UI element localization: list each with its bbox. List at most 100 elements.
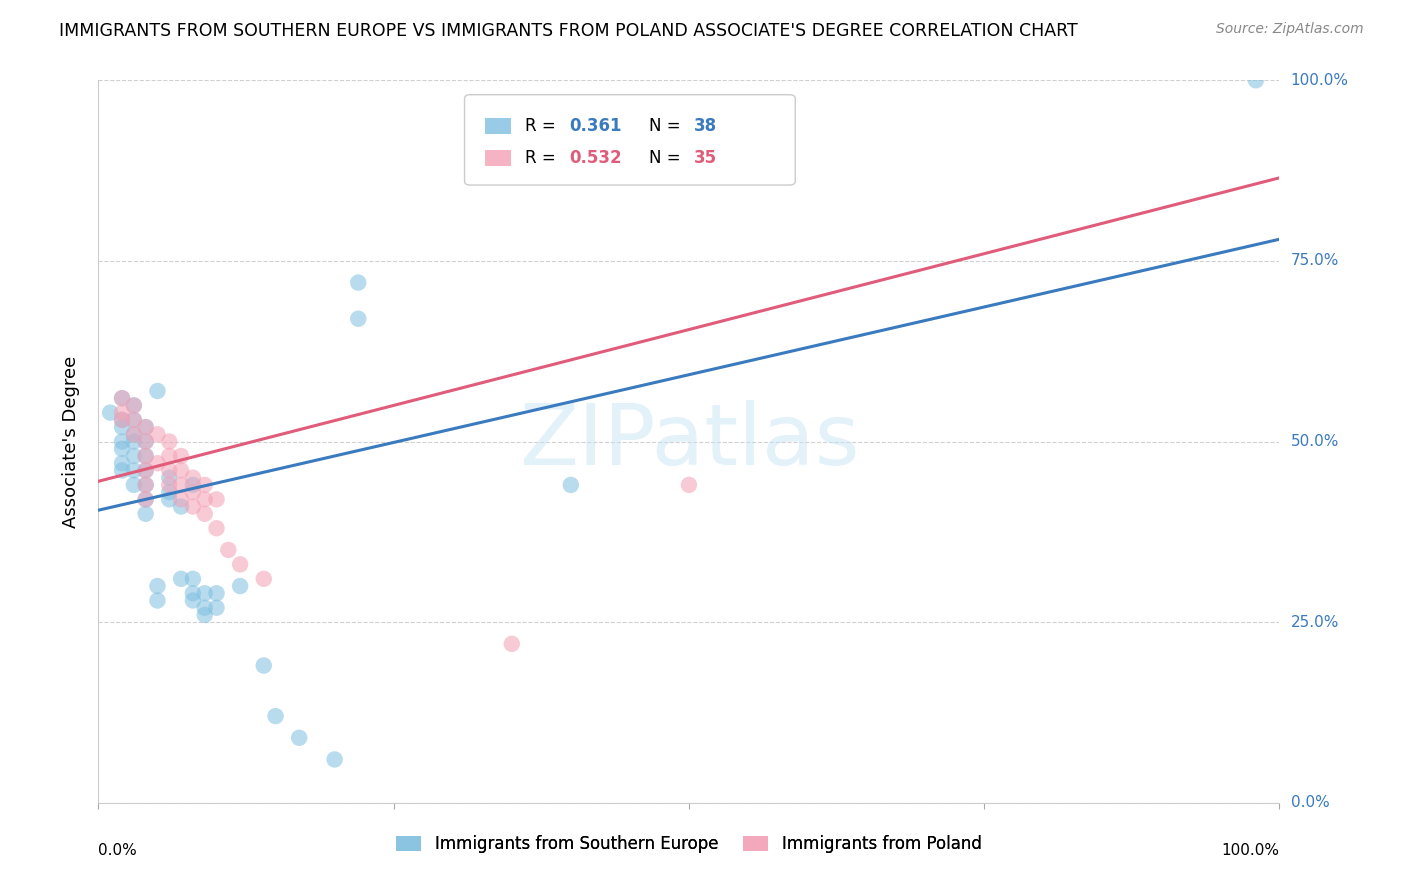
Point xyxy=(135,507,157,521)
Point xyxy=(194,600,217,615)
Y-axis label: Associate's Degree: Associate's Degree xyxy=(62,355,80,528)
Point xyxy=(135,492,157,507)
Point xyxy=(157,478,180,492)
Point xyxy=(181,478,204,492)
Text: Source: ZipAtlas.com: Source: ZipAtlas.com xyxy=(1216,22,1364,37)
Point xyxy=(205,586,228,600)
Point xyxy=(122,434,145,449)
Point xyxy=(122,398,145,412)
Point xyxy=(111,413,134,427)
Point xyxy=(111,391,134,405)
Point xyxy=(135,463,157,477)
Point xyxy=(111,456,134,470)
FancyBboxPatch shape xyxy=(464,95,796,185)
Point xyxy=(194,607,217,622)
Point xyxy=(122,398,145,412)
Text: N =: N = xyxy=(648,149,686,167)
Point xyxy=(253,658,276,673)
Point xyxy=(157,485,180,500)
Point xyxy=(253,572,276,586)
Point xyxy=(347,276,370,290)
Text: 38: 38 xyxy=(693,117,717,135)
Point xyxy=(111,406,134,420)
Text: 50.0%: 50.0% xyxy=(1291,434,1339,449)
Point xyxy=(1244,73,1267,87)
Point xyxy=(122,463,145,477)
Point xyxy=(111,442,134,456)
Point xyxy=(170,500,193,514)
Text: 0.0%: 0.0% xyxy=(1291,796,1329,810)
Point xyxy=(146,579,169,593)
Point xyxy=(288,731,311,745)
Point xyxy=(181,500,204,514)
Text: 75.0%: 75.0% xyxy=(1291,253,1339,268)
Point xyxy=(122,413,145,427)
Point xyxy=(347,311,370,326)
Text: 25.0%: 25.0% xyxy=(1291,615,1339,630)
Point xyxy=(157,470,180,484)
Text: N =: N = xyxy=(648,117,686,135)
Point xyxy=(194,586,217,600)
Text: 0.361: 0.361 xyxy=(569,117,621,135)
Point xyxy=(229,579,252,593)
Legend: Immigrants from Southern Europe, Immigrants from Poland: Immigrants from Southern Europe, Immigra… xyxy=(389,828,988,860)
Point xyxy=(170,492,193,507)
Point xyxy=(170,463,193,477)
Point xyxy=(111,420,134,434)
Text: 35: 35 xyxy=(693,149,717,167)
Point xyxy=(98,406,121,420)
Point xyxy=(323,752,346,766)
Point xyxy=(181,593,204,607)
Point xyxy=(135,434,157,449)
Text: 100.0%: 100.0% xyxy=(1291,73,1348,87)
Point xyxy=(205,521,228,535)
Point xyxy=(170,449,193,463)
Point xyxy=(264,709,287,723)
Point xyxy=(157,492,180,507)
Point xyxy=(157,449,180,463)
Point xyxy=(157,463,180,477)
FancyBboxPatch shape xyxy=(485,118,510,134)
Point xyxy=(146,427,169,442)
Point xyxy=(111,463,134,477)
Point xyxy=(194,507,217,521)
Point xyxy=(170,478,193,492)
Point xyxy=(205,600,228,615)
Point xyxy=(111,391,134,405)
Point xyxy=(122,478,145,492)
Text: 0.0%: 0.0% xyxy=(98,843,138,857)
Point xyxy=(194,492,217,507)
Point xyxy=(146,384,169,398)
Text: IMMIGRANTS FROM SOUTHERN EUROPE VS IMMIGRANTS FROM POLAND ASSOCIATE'S DEGREE COR: IMMIGRANTS FROM SOUTHERN EUROPE VS IMMIG… xyxy=(59,22,1078,40)
FancyBboxPatch shape xyxy=(485,150,510,166)
Point xyxy=(135,449,157,463)
Point xyxy=(135,449,157,463)
Point xyxy=(122,413,145,427)
Point xyxy=(111,434,134,449)
Point xyxy=(122,449,145,463)
Point xyxy=(135,492,157,507)
Point xyxy=(217,542,239,557)
Point xyxy=(560,478,582,492)
Point xyxy=(181,572,204,586)
Text: 0.532: 0.532 xyxy=(569,149,623,167)
Point xyxy=(678,478,700,492)
Point xyxy=(111,413,134,427)
Point xyxy=(501,637,523,651)
Point xyxy=(146,593,169,607)
Point xyxy=(181,586,204,600)
Point xyxy=(135,478,157,492)
Point xyxy=(194,478,217,492)
Point xyxy=(181,485,204,500)
Point xyxy=(135,420,157,434)
Point xyxy=(122,427,145,442)
Point xyxy=(229,558,252,572)
Point xyxy=(122,427,145,442)
Point xyxy=(170,572,193,586)
Point xyxy=(157,434,180,449)
Point xyxy=(135,463,157,477)
Point xyxy=(135,434,157,449)
Text: 100.0%: 100.0% xyxy=(1222,843,1279,857)
Point xyxy=(205,492,228,507)
Point xyxy=(181,470,204,484)
